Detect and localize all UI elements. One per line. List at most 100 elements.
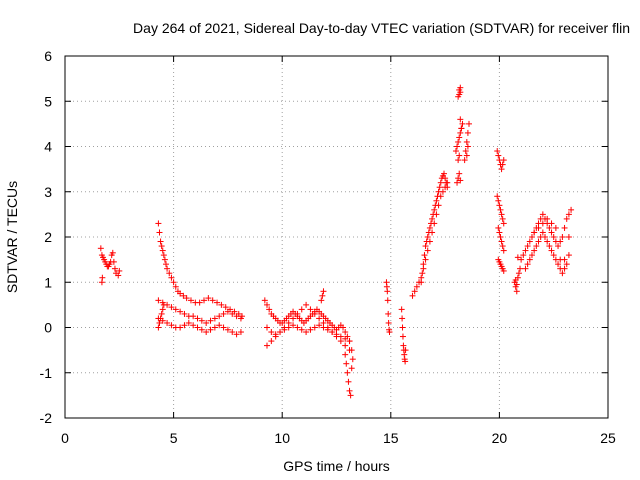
data-point [495,152,502,159]
data-point [290,315,297,322]
data-point [548,220,555,227]
data-point [457,116,464,123]
data-point [512,276,519,283]
data-point [457,177,464,184]
data-point [436,184,443,191]
data-point [513,288,520,295]
data-point [224,308,231,315]
data-point [421,252,428,259]
data-point [229,310,236,317]
data-point [294,310,301,317]
data-point [522,247,529,254]
data-point [311,310,318,317]
data-point [464,129,471,136]
data-point [437,179,444,186]
data-point [496,229,503,236]
data-point [349,356,356,363]
data-point [559,234,566,240]
data-point [385,310,392,317]
data-point [546,243,553,250]
data-point [237,329,244,336]
data-point [164,319,171,326]
data-point [456,134,463,141]
data-point [307,306,314,313]
data-point [427,220,434,227]
y-tick-label: 3 [44,184,52,200]
data-point [495,224,502,231]
data-point [544,238,551,245]
data-point [190,313,197,320]
data-point [268,338,275,345]
data-point [281,324,288,331]
data-point [494,193,501,200]
data-point [316,315,323,322]
data-point [194,324,201,331]
y-tick-label: 1 [44,274,52,290]
data-point [320,319,327,326]
data-point [157,238,164,245]
data-point [500,220,507,227]
data-point [156,229,163,236]
data-point [115,272,122,279]
data-point [158,243,165,250]
y-tick-label: 0 [44,320,52,336]
data-point [201,297,208,304]
data-point [561,256,568,263]
data-point [198,326,205,333]
data-point [316,322,323,329]
y-tick-label: 2 [44,229,52,245]
data-point [409,292,416,299]
data-point [342,342,349,349]
data-point [500,157,507,164]
data-point [303,301,310,308]
data-point [220,310,227,317]
plot-frame [64,55,609,419]
data-point [513,281,520,288]
data-point [431,206,438,213]
data-point [272,333,279,340]
data-point [333,333,340,340]
grid [65,56,608,418]
data-point [497,206,504,213]
data-point [181,322,188,329]
data-point [462,148,469,155]
data-point [303,329,310,336]
data-point [433,197,440,204]
data-point [156,319,163,326]
data-point [435,188,442,195]
data-point [320,288,327,295]
data-point [432,202,439,209]
data-point [337,338,344,345]
data-point [342,335,349,342]
data-point [443,179,450,186]
data-point [159,306,166,313]
data-point [544,215,551,222]
data-point [452,148,459,155]
data-point [346,338,353,345]
y-tick-label: -1 [40,365,53,381]
data-point [498,238,505,245]
data-point [500,247,507,254]
data-point [454,179,461,186]
data-point [159,247,166,254]
data-point [190,322,197,329]
data-point [552,224,559,231]
data-point [457,129,464,136]
data-point [464,143,471,150]
data-point [555,261,562,268]
data-point [456,170,463,177]
data-point [563,261,570,268]
data-point [500,267,507,274]
data-point [216,322,223,329]
data-point [180,292,187,299]
data-point [425,229,432,236]
data-point [205,295,212,302]
data-point [343,360,350,367]
data-point [218,301,225,308]
data-point [563,215,570,222]
data-point [97,245,104,252]
x-tick-label: 5 [170,430,178,446]
data-point [233,313,240,320]
data-point [110,258,117,265]
